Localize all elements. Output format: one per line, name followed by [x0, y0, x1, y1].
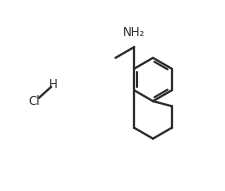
Text: H: H [49, 78, 58, 91]
Text: NH₂: NH₂ [123, 26, 145, 39]
Text: Cl: Cl [29, 95, 40, 108]
